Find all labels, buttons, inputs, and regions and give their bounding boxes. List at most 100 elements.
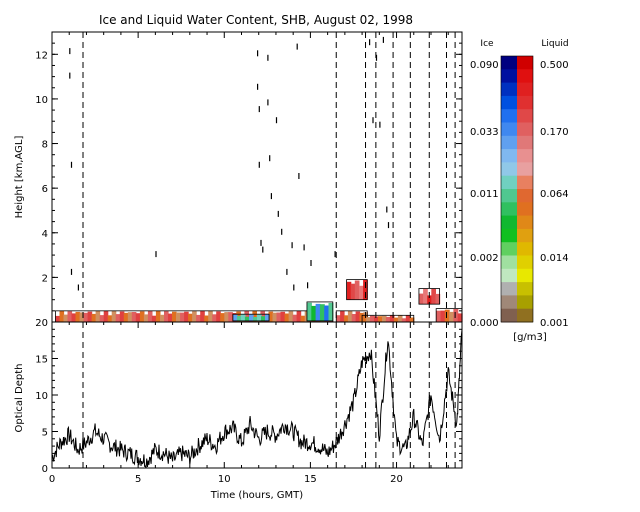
cloud-cell [350,283,356,300]
x-tick-label: 20 [390,474,403,485]
cloud-cell [351,314,357,322]
cloud-cell [363,279,368,300]
echo-mark [286,268,288,275]
x-tick-label: 5 [135,474,141,485]
cloud-cell [180,312,185,322]
cloud-cell [107,315,113,322]
cloud-cell [336,315,341,322]
echo-mark [372,117,374,124]
cloud-cell [344,315,349,322]
colorbar-ice-label: Ice [480,39,494,49]
colorbar-liquid-swatch [517,69,533,84]
colorbar-unit-label: [g/m3] [513,332,547,343]
cloud-cell [409,317,415,322]
cloud-cell [196,314,201,322]
cloud-cell [427,295,432,305]
bottom-y-tick-label: 10 [35,391,48,402]
cloud-cell [268,311,274,322]
colorbar-frame [500,55,534,323]
echo-mark [257,83,259,90]
cloud-cell [315,303,321,321]
echo-mark [70,268,73,275]
colorbar-ice-swatch [501,135,517,150]
cloud-cell [176,312,181,322]
colorbar-liquid-swatch [517,282,533,296]
cloud-cell [366,317,371,322]
echo-mark [70,161,73,168]
top-plot-frame [51,31,463,323]
colorbar-liquid-swatch [517,255,533,270]
colorbar-liquid-tick: 0.001 [540,318,569,329]
cloud-cell [115,314,121,322]
cloud-cell [355,311,361,322]
cloud-cell [192,311,197,322]
echo-mark [270,193,272,200]
cloud-cell [435,293,441,305]
colorbar-ice-tick: 0.033 [470,127,499,138]
cloud-echo-marks [69,36,390,291]
bottom-y-tick-label: 20 [35,318,48,329]
cloud-cell [346,281,352,300]
colorbar-liquid-swatch [517,308,533,323]
colorbar-ice-swatch [501,149,517,163]
echo-mark [258,161,260,168]
echo-mark [387,222,390,229]
cloud-cell [216,311,221,322]
cloud-cell [319,304,325,321]
cloud-cell [232,314,238,321]
cloud-cell [103,310,109,322]
colorbar-ice-swatch [501,109,517,123]
colorbar-liquid-swatch [517,122,533,137]
x-tick-label: 0 [49,474,55,485]
colorbar-ice-swatch [501,56,517,70]
echo-mark [334,251,336,258]
cloud-layer-outline [232,313,270,322]
cloud-cell [257,314,262,321]
echo-mark [293,284,295,291]
echo-mark [258,106,260,113]
colorbar-ice-swatch [501,295,517,310]
echo-mark [375,54,378,61]
colorbar-liquid-label: Liquid [541,39,568,49]
echo-mark [277,210,279,217]
cloud-cell [119,311,125,322]
cloud-cell [292,314,298,322]
colorbar-liquid-swatch [517,268,533,283]
cloud-cell [67,311,73,322]
echo-mark [310,260,312,266]
echo-mark [386,206,388,213]
cloud-cell [354,280,360,300]
cloud-cell [236,315,242,321]
cloud-cell [280,311,286,322]
cloud-cell [147,310,153,322]
colorbar-ice-swatch [501,268,517,283]
cloud-cell [276,312,282,322]
colorbar-ice-swatch [501,95,517,110]
cloud-cell [359,285,364,300]
cloud-cell [184,311,189,322]
echo-mark [379,121,381,128]
cloud-cell [139,311,145,322]
colorbar-liquid-swatch [517,135,533,150]
echo-mark [291,242,293,249]
colorbar-ice-swatch [501,69,517,84]
cloud-cell [444,309,450,322]
colorbar-liquid-swatch [517,82,533,97]
top-y-tick-label: 4 [42,229,48,240]
colorbar-liquid-swatch [517,56,533,70]
cloud-panel: 2 4 6 8 10 12 Height [km,AGL] [14,31,463,323]
echo-mark [267,99,269,106]
colorbar-ice-tick: 0.000 [470,318,499,329]
cloud-cell [71,313,77,322]
cloud-cell [99,315,105,322]
colorbar-tick-labels: 0.090 0.033 0.011 0.002 0.000 0.500 0.170 0.064… [470,60,569,329]
colorbar-ice-swatch [501,255,517,270]
cloud-cell [405,315,411,322]
cloud-cell [123,312,129,322]
cloud-cell [164,311,169,322]
cloud-cell [265,314,270,321]
echo-mark [281,228,283,235]
echo-mark [69,72,71,79]
